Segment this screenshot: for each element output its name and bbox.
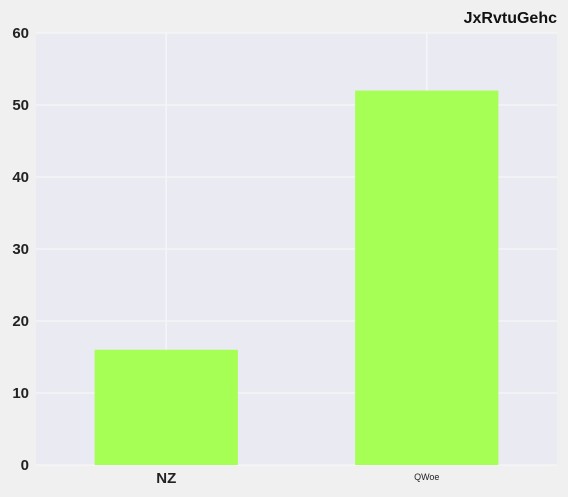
y-tick-label: 60 [12,25,29,42]
bars [94,90,499,465]
y-tick-label: 20 [12,313,29,330]
bar-qwoe [355,90,499,465]
x-tick-label: QWoe [414,472,439,482]
y-tick-label: 40 [12,169,29,186]
bar-nz [94,349,238,465]
y-tick-label: 0 [21,457,29,474]
y-axis: 0 10 20 30 40 50 60 [12,25,29,474]
y-tick-label: 10 [12,385,29,402]
chart-title: JxRvtuGehc [464,10,557,27]
y-tick-label: 30 [12,241,29,258]
x-axis: NZ QWoe [156,470,439,487]
x-tick-label: NZ [156,470,176,487]
y-tick-label: 50 [12,97,29,114]
